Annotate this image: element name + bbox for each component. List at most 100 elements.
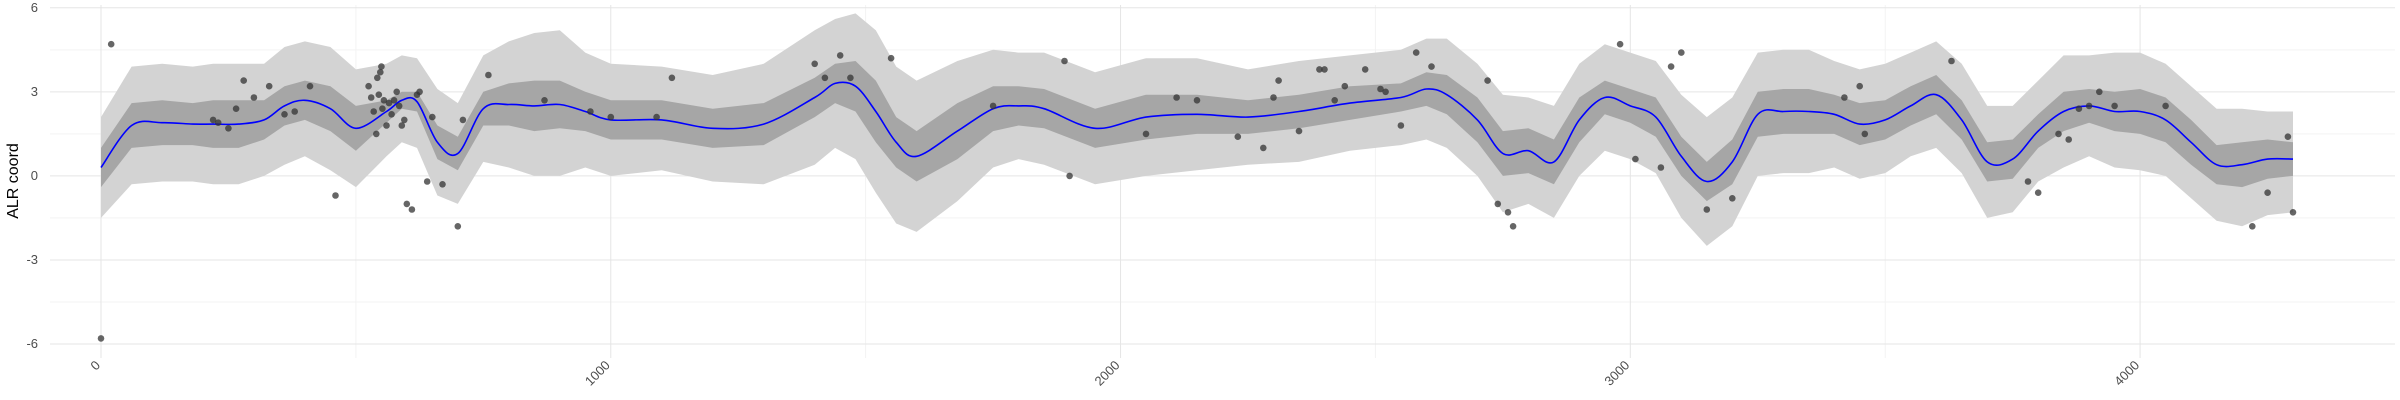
data-point xyxy=(2055,130,2062,138)
data-point xyxy=(232,105,240,112)
data-point xyxy=(1066,172,1073,180)
x-tick-label: 1000 xyxy=(582,358,613,389)
data-point xyxy=(240,77,247,84)
data-point xyxy=(2249,223,2256,230)
data-point xyxy=(393,88,401,96)
data-point xyxy=(1703,206,1711,213)
data-point xyxy=(375,91,383,98)
data-point xyxy=(1270,94,1277,101)
data-point xyxy=(1667,63,1675,70)
data-point xyxy=(423,178,431,185)
data-point xyxy=(1484,77,1491,84)
data-point xyxy=(377,68,384,76)
data-point xyxy=(2096,88,2103,96)
data-point xyxy=(1260,144,1267,152)
data-point xyxy=(1341,82,1349,90)
x-tick-label: 4000 xyxy=(2111,358,2142,389)
data-point xyxy=(1428,63,1435,70)
data-point xyxy=(587,108,594,115)
data-point xyxy=(2034,189,2042,196)
data-point xyxy=(265,82,273,90)
data-point xyxy=(1275,77,1282,84)
data-point xyxy=(1361,66,1369,73)
data-point xyxy=(1193,97,1201,104)
inner-confidence-band xyxy=(101,61,2293,202)
data-point xyxy=(332,192,339,199)
data-point xyxy=(1948,57,1955,65)
data-point xyxy=(821,74,829,82)
data-point xyxy=(281,111,288,118)
data-point xyxy=(459,116,467,124)
inner-band-area xyxy=(101,61,2293,202)
data-point xyxy=(811,60,818,68)
data-point xyxy=(2284,133,2292,140)
data-point xyxy=(439,181,446,188)
data-point xyxy=(2111,102,2118,110)
y-tick-label: 6 xyxy=(31,0,38,15)
data-point xyxy=(383,122,390,129)
data-point xyxy=(1861,130,1869,138)
data-point xyxy=(367,94,375,101)
data-point xyxy=(607,113,615,121)
x-tick-label: 0 xyxy=(87,358,103,374)
data-point xyxy=(378,63,385,70)
data-point xyxy=(380,97,388,104)
data-point xyxy=(107,40,115,48)
data-point xyxy=(1377,85,1384,93)
data-point xyxy=(2162,102,2169,110)
y-axis-title: ALR coord xyxy=(5,143,22,219)
data-point xyxy=(2085,102,2093,110)
data-point xyxy=(250,94,258,101)
data-point xyxy=(395,102,403,110)
mean-line xyxy=(100,81,2294,183)
data-point xyxy=(1142,130,1150,138)
data-point xyxy=(209,116,217,124)
data-point xyxy=(485,71,492,79)
y-tick-label: -6 xyxy=(26,336,38,351)
data-point xyxy=(1616,40,1624,48)
data-point xyxy=(1632,155,1639,163)
data-point xyxy=(398,122,406,129)
data-point xyxy=(401,116,408,124)
data-point xyxy=(1321,66,1328,73)
data-point xyxy=(1412,49,1420,56)
data-point xyxy=(403,200,411,208)
data-point xyxy=(668,74,676,82)
data-point xyxy=(1316,66,1323,73)
data-point xyxy=(2024,178,2032,185)
data-point xyxy=(1509,223,1517,230)
data-point xyxy=(1841,94,1848,101)
data-point xyxy=(836,52,844,59)
data-point xyxy=(2075,105,2083,112)
data-point xyxy=(370,108,378,115)
data-point xyxy=(1061,57,1068,65)
data-point xyxy=(2289,209,2297,216)
data-point xyxy=(1234,133,1242,140)
observation-points xyxy=(97,40,2297,342)
x-tick-label: 3000 xyxy=(1601,358,1632,389)
y-tick-label: 3 xyxy=(31,84,38,99)
data-point xyxy=(887,54,895,62)
data-point xyxy=(1397,122,1405,129)
data-point xyxy=(2065,136,2072,143)
data-point xyxy=(97,335,105,342)
data-point xyxy=(374,74,381,82)
data-point xyxy=(1657,164,1665,171)
data-point xyxy=(1504,209,1512,216)
mean-curve xyxy=(100,81,2294,183)
data-point xyxy=(1382,88,1389,96)
data-point xyxy=(1295,127,1303,135)
data-point xyxy=(388,111,395,118)
data-point xyxy=(847,74,854,82)
data-point xyxy=(2264,189,2271,196)
data-point xyxy=(306,82,314,90)
data-point xyxy=(365,82,372,90)
data-point xyxy=(373,130,380,138)
y-axis-ticks: -6 -3 0 3 6 xyxy=(26,0,38,351)
data-point xyxy=(214,119,222,126)
data-point xyxy=(408,206,416,213)
data-point xyxy=(989,102,997,110)
data-point xyxy=(429,113,436,121)
data-point xyxy=(653,113,660,121)
